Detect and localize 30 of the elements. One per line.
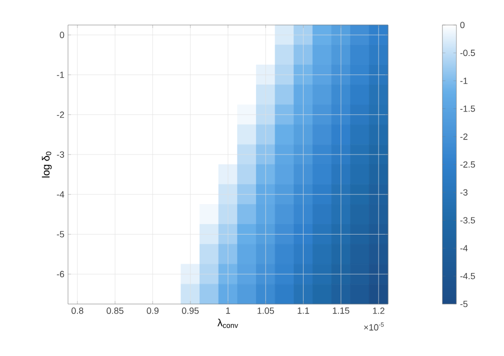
color-bar-label: -3 [460,189,468,196]
color-bar-label: -4.5 [460,272,475,280]
x-tick-label: 0.8 [72,308,84,314]
x-tick-label: 1.2 [373,308,384,314]
y-tick-label: -3 [56,151,64,158]
x-tick-label: 0.85 [106,308,124,314]
y-tick-label: -4 [56,191,64,198]
color-bar-label: -0.5 [460,50,475,56]
y-tick-label: -6 [56,270,64,278]
y-tick-label: -1 [56,72,64,78]
color-bar-label: -4 [460,245,468,252]
color-bar-label: -2 [460,133,468,140]
color-bar-label: -1 [460,78,468,84]
x-tick-label: 0.9 [146,308,159,314]
color-bar-label: -1.5 [460,106,475,112]
x-tick-label: 1.15 [332,308,350,314]
y-tick-label: -2 [56,112,64,118]
y-axis-title: log δ$_{0}$ [42,152,52,178]
x-tick-label: 1.05 [258,308,274,314]
x-tick-label: 1.1 [298,308,310,314]
color-bar-label: -2.5 [460,161,475,168]
color-bar-label: 0 [460,22,465,28]
x-tick-label: 0.95 [182,308,199,314]
text: ×10$^{-5}$ [364,322,384,331]
x-axis-title: λ$_{conv}$ [217,318,238,328]
y-tick-label: -5 [56,231,64,238]
x-tick-label: 1 [226,308,230,314]
color-bar-label: -5 [460,300,468,308]
color-bar-label: -3.5 [460,217,475,224]
y-tick-label: 0 [60,32,64,38]
